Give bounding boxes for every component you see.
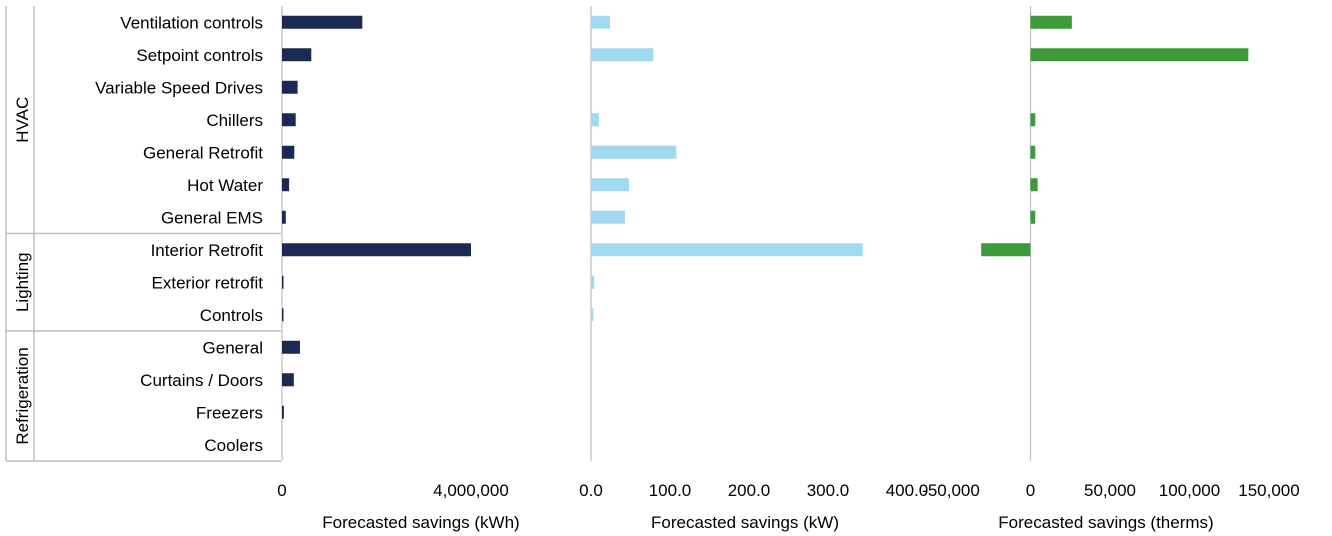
bar: [282, 243, 471, 257]
category-label: Exterior retrofit: [152, 273, 264, 292]
category-label: Hot Water: [187, 176, 263, 195]
bar: [981, 243, 1031, 257]
bar: [591, 275, 595, 289]
bar: [282, 80, 298, 94]
bar: [282, 15, 363, 29]
bar: [282, 145, 295, 159]
category-label: Controls: [200, 306, 263, 325]
bar: [591, 210, 625, 224]
bar: [1030, 15, 1072, 29]
bar: [591, 113, 599, 127]
category-label: Variable Speed Drives: [95, 78, 263, 97]
bar: [282, 405, 284, 419]
bar: [282, 275, 284, 289]
tick-label: 0: [277, 481, 286, 500]
category-label: Freezers: [196, 403, 263, 422]
axis-title: Forecasted savings (kW): [651, 513, 839, 532]
tick-label: 200.0: [728, 481, 771, 500]
bar: [591, 243, 863, 257]
tick-label: 100.0: [649, 481, 692, 500]
tick-label: 0: [1026, 481, 1035, 500]
category-label: General Retrofit: [143, 143, 263, 162]
tick-label: 50,000: [1084, 481, 1136, 500]
panel-2: 0.0 100.0 200.0 300.0 400.0 Forecasted saving…: [579, 6, 928, 532]
bar: [282, 373, 294, 387]
axis-title: Forecasted savings (therms): [998, 513, 1213, 532]
bar: [282, 178, 290, 192]
bar: [1030, 178, 1038, 192]
category-label: General: [203, 338, 263, 357]
bar: [282, 48, 312, 62]
category-label: General EMS: [161, 208, 263, 227]
bar: [282, 113, 296, 127]
group-bracket-layer: HVAC Lighting Refrigeration: [5, 6, 281, 462]
bar: [591, 48, 654, 62]
category-label-layer: Ventilation controls Setpoint controls Var…: [95, 13, 263, 455]
category-label: Curtains / Doors: [140, 371, 263, 390]
bar: [1030, 145, 1036, 159]
category-label: Interior Retrofit: [151, 241, 264, 260]
bar: [282, 210, 286, 224]
tick-label: -50,000: [922, 481, 980, 500]
category-label: Coolers: [204, 436, 263, 455]
panel-1: 0 4,000,000 Forecasted savings (kWh): [277, 6, 520, 532]
group-label: Lighting: [13, 252, 32, 312]
tick-label: 100,000: [1159, 481, 1220, 500]
tick-label: 400.0: [886, 481, 929, 500]
panels-layer: 0 4,000,000 Forecasted savings (kWh) 0.0 100…: [277, 6, 1300, 532]
tick-label: 0.0: [579, 481, 603, 500]
tick-label: 300.0: [807, 481, 850, 500]
tick-label: 150,000: [1238, 481, 1299, 500]
category-label: Ventilation controls: [120, 13, 263, 32]
bar: [1030, 113, 1036, 127]
bar: [1030, 210, 1036, 224]
panel-3: -50,000 0 50,000 100,000 150,000 Forecasted s…: [922, 6, 1300, 532]
group-label: Refrigeration: [13, 347, 32, 444]
tick-label: 4,000,000: [433, 481, 509, 500]
bar: [282, 340, 300, 354]
axis-title: Forecasted savings (kWh): [322, 513, 519, 532]
category-label: Setpoint controls: [136, 46, 263, 65]
group-label: HVAC: [13, 97, 32, 143]
bar: [591, 308, 594, 322]
bar: [591, 178, 629, 192]
bar: [591, 145, 677, 159]
bar: [282, 308, 284, 322]
category-label: Chillers: [206, 111, 263, 130]
bar: [1030, 48, 1249, 62]
bar: [591, 15, 610, 29]
